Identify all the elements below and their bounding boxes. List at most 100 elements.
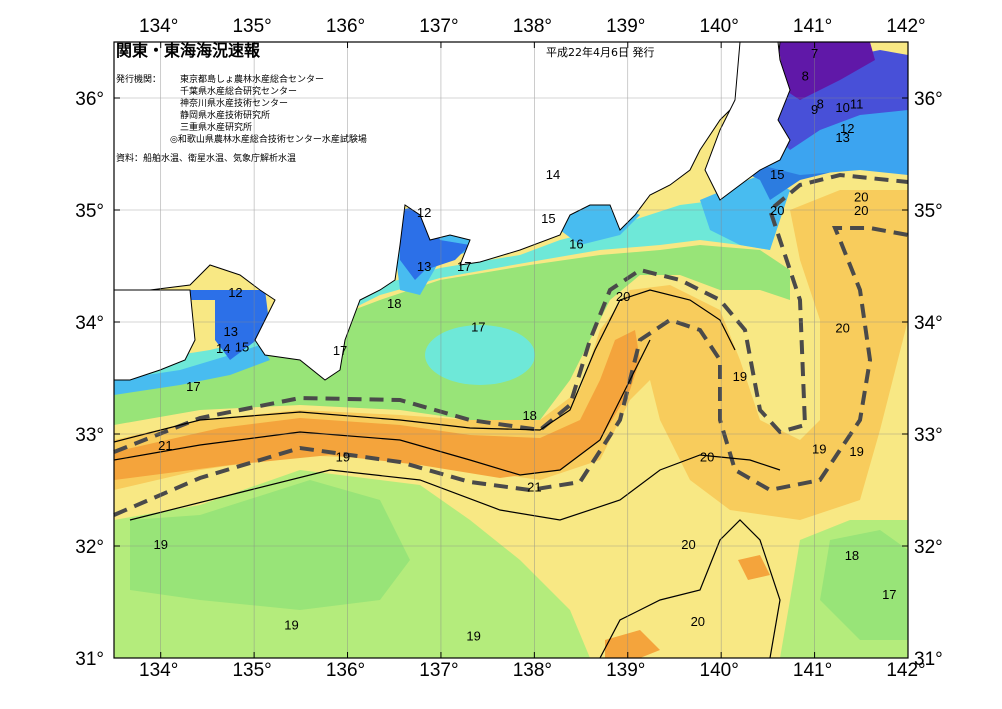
temp-zone-12-13-osaka (190, 290, 270, 360)
temp-zone-cold-ne-2 (770, 50, 908, 150)
contour-label: 20 (854, 203, 868, 218)
contour-label: 20 (616, 289, 630, 304)
lat-label-left: 36° (75, 89, 104, 110)
map-frame (113, 41, 909, 659)
latitude-labels-left: 36° 35° 34° 33° 32° 31° (75, 89, 104, 670)
lat-label-left: 33° (75, 425, 104, 446)
publishers-list: 東京都島しょ農林水産総合センター千葉県水産総合研究センター神奈川県水産技術センタ… (170, 73, 367, 145)
land-shikoku (113, 289, 196, 381)
axis-ticks (114, 42, 909, 659)
lat-label-right: 33° (914, 425, 943, 446)
front-lines (113, 172, 909, 517)
issue-date: 平成22年4月6日 発行 (546, 45, 655, 59)
contour-label: 9 (811, 102, 818, 117)
lat-label-left: 35° (75, 201, 104, 222)
lon-label-top: 140° (700, 16, 739, 37)
lat-label-right: 34° (914, 313, 943, 334)
publisher-item: ◎和歌山県農林水産総合技術センター水産試験場 (170, 133, 367, 145)
contour-label: 21 (158, 438, 172, 453)
lon-label-top: 141° (793, 16, 832, 37)
lon-label-top: 139° (606, 16, 645, 37)
lat-label-left: 32° (75, 537, 104, 558)
publisher-item: 三重県水産研究所 (180, 121, 252, 133)
lon-label-top: 135° (232, 16, 271, 37)
isotherm-20-south (129, 454, 781, 521)
contour-label: 21 (527, 480, 541, 495)
front-line-south (113, 226, 909, 517)
lon-label-top: 138° (513, 16, 552, 37)
lat-label-left: 34° (75, 313, 104, 334)
contour-label: 15 (770, 167, 784, 182)
contour-label: 17 (882, 587, 896, 602)
contour-label: 14 (216, 341, 230, 356)
contour-label: 18 (387, 296, 401, 311)
lon-label-bottom: 139° (606, 660, 645, 681)
temp-zone-cold-ne-3 (778, 42, 875, 100)
contour-label: 19 (733, 369, 747, 384)
contour-label: 10 (835, 100, 849, 115)
lon-label-top: 137° (419, 16, 458, 37)
temp-zone-cold-ne (760, 100, 908, 175)
lon-label-bottom: 142° (886, 660, 925, 681)
contour-label: 20 (835, 321, 849, 336)
lat-label-right: 31° (914, 649, 943, 670)
lon-label-bottom: 137° (419, 660, 458, 681)
contour-label: 19 (336, 449, 350, 464)
isotherm-20-east (599, 519, 781, 659)
contour-label: 19 (466, 629, 480, 644)
longitude-labels-bottom: 134° 135° 136° 137° 138° 139° 140° 141° 142° (139, 660, 926, 681)
contour-label: 19 (849, 444, 863, 459)
contour-label: 12 (840, 121, 854, 136)
isotherm-21-b (113, 339, 651, 476)
publisher-item: 静岡県水産技術研究所 (180, 109, 270, 121)
contour-label: 17 (186, 379, 200, 394)
publisher-item: 神奈川県水産技術センター (180, 97, 288, 109)
contour-label: 8 (802, 69, 809, 84)
contour-label: 16 (569, 237, 583, 252)
contour-label: 18 (845, 548, 859, 563)
contour-label: 17 (471, 319, 485, 334)
lat-label-right: 36° (914, 89, 943, 110)
contour-label: 15 (541, 211, 555, 226)
lon-label-bottom: 138° (513, 660, 552, 681)
contour-label: 20 (681, 537, 695, 552)
temp-zone-21-pocket (738, 555, 770, 580)
temp-zone-12-13-ise (400, 205, 470, 280)
contour-label: 18 (522, 408, 536, 423)
coordinate-grid (114, 42, 908, 658)
contour-label: 20 (691, 614, 705, 629)
temp-zone-17-18-sw (130, 480, 410, 610)
contour-label: 12 (228, 285, 242, 300)
contour-label: 20 (700, 449, 714, 464)
contour-label: 13 (835, 130, 849, 145)
longitude-labels-top: 134° 135° 136° 137° 138° 139° 140° 141° 142° (139, 16, 926, 37)
temp-zone-21-plus (114, 330, 640, 480)
contour-label: 19 (153, 537, 167, 552)
publisher-item: 千葉県水産総合研究センター (180, 85, 297, 97)
isotherm-21 (113, 289, 736, 443)
temp-zone-17-18-se (820, 530, 908, 640)
contour-label: 7 (811, 46, 818, 61)
lon-label-bottom: 136° (326, 660, 365, 681)
lon-label-bottom: 135° (232, 660, 271, 681)
map-title: 関東・東海海況速報 (116, 41, 261, 60)
land-boso (704, 41, 791, 201)
contour-label: 19 (284, 617, 298, 632)
contour-label: 17 (457, 259, 471, 274)
lon-label-bottom: 140° (700, 660, 739, 681)
contour-label: 11 (850, 97, 864, 112)
contour-label: 20 (854, 190, 868, 205)
contour-label: 20 (770, 203, 784, 218)
lon-label-top: 136° (326, 16, 365, 37)
lon-label-bottom: 141° (793, 660, 832, 681)
contour-label: 14 (546, 167, 560, 182)
contour-label: 12 (417, 205, 431, 220)
publishers-label: 発行機関： (116, 73, 161, 85)
contour-label: 8 (817, 97, 824, 112)
contour-label: 17 (333, 343, 347, 358)
contour-label: 13 (224, 324, 238, 339)
latitude-labels-right: 36° 35° 34° 33° 32° 31° (914, 89, 943, 670)
lon-label-top: 142° (886, 16, 925, 37)
